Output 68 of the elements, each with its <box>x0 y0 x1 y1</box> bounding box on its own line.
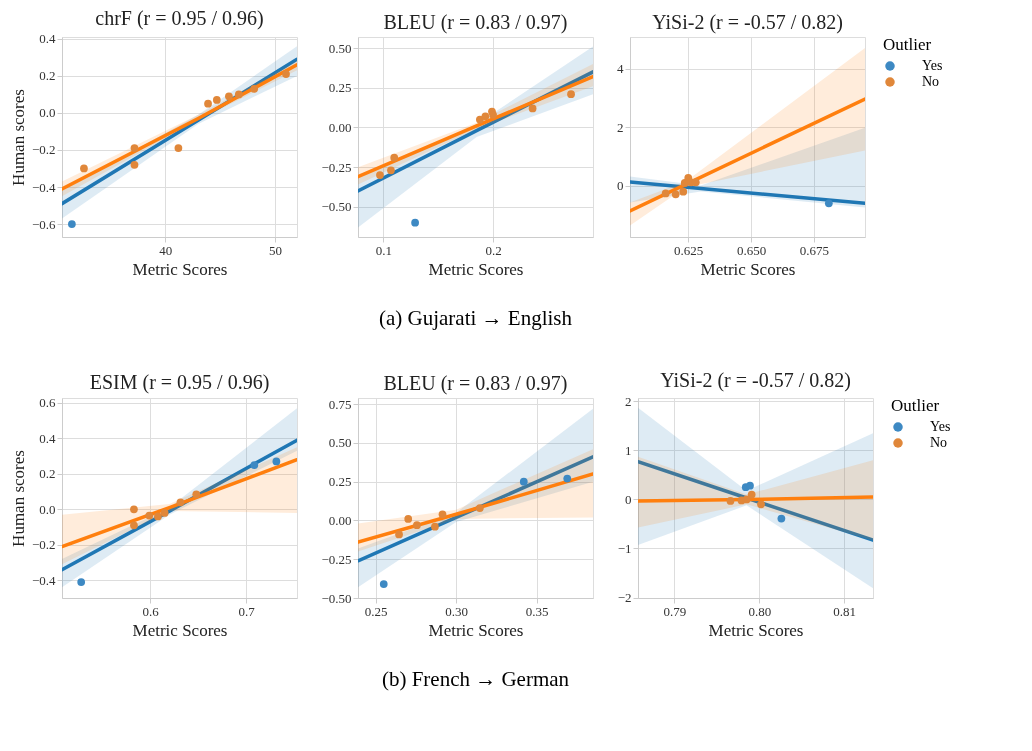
y-tick-label: 0.50 <box>328 40 352 56</box>
x-tick-label: 50 <box>269 242 283 258</box>
x-axis-title: Metric Scores <box>132 259 228 279</box>
y-tick-label: 0.75 <box>328 396 352 412</box>
y-tick-label: −0.4 <box>31 572 56 588</box>
x-tick-label: 0.625 <box>674 242 704 258</box>
y-tick-label: 1 <box>625 442 632 458</box>
chart-title: YiSi-2 (r = -0.57 / 0.82) <box>660 369 851 393</box>
y-tick-label: −0.2 <box>31 142 56 158</box>
x-tick-label: 0.30 <box>445 603 469 619</box>
y-tick-label: 0.2 <box>39 68 56 84</box>
x-tick-label: 0.7 <box>238 603 256 619</box>
y-tick-label: 0 <box>625 491 632 507</box>
y-tick-label: −0.6 <box>31 216 56 232</box>
y-tick-label: −1 <box>617 540 632 556</box>
legend-label: Yes <box>922 58 943 73</box>
x-tick-label: 40 <box>159 242 173 258</box>
y-tick-label: −0.25 <box>321 159 352 175</box>
y-tick-label: 0.25 <box>328 80 352 96</box>
x-tick-label: 0.1 <box>375 242 392 258</box>
x-tick-label: 0.81 <box>833 603 857 619</box>
y-axis-title: Human scores <box>8 450 28 547</box>
x-tick-label: 0.80 <box>748 603 772 619</box>
y-tick-label: −0.2 <box>31 537 56 553</box>
legend-title: Outlier <box>883 35 932 54</box>
y-tick-label: −2 <box>617 590 632 606</box>
x-axis-title: Metric Scores <box>700 259 796 279</box>
y-tick-label: 0.4 <box>39 430 56 446</box>
text: (b) French → German <box>381 667 570 691</box>
legend-label: No <box>930 435 948 450</box>
x-axis-title: Metric Scores <box>428 259 524 279</box>
x-tick-label: 0.79 <box>663 603 687 619</box>
chart-title: ESIM (r = 0.95 / 0.96) <box>89 370 270 394</box>
y-tick-label: 0.00 <box>328 119 352 135</box>
x-tick-label: 0.650 <box>736 242 767 258</box>
y-tick-label: 0.00 <box>328 512 352 528</box>
y-tick-label: 0.50 <box>328 435 352 451</box>
y-tick-label: −0.4 <box>31 179 56 195</box>
legend-label: Yes <box>930 419 951 434</box>
x-tick-label: 0.35 <box>525 603 549 619</box>
x-tick-label: 0.6 <box>142 603 160 619</box>
y-tick-label: −0.25 <box>321 551 352 567</box>
legend-label: No <box>922 74 940 89</box>
x-tick-label: 0.675 <box>799 242 829 258</box>
y-tick-label: 2 <box>617 119 624 135</box>
chart-title: chrF (r = 0.95 / 0.96) <box>95 6 264 30</box>
y-axis-title: Human scores <box>8 89 28 186</box>
legend-title: Outlier <box>891 396 940 415</box>
y-tick-label: 2 <box>625 393 632 409</box>
x-axis-title: Metric Scores <box>708 620 804 640</box>
y-tick-label: 0 <box>617 178 624 194</box>
x-axis-title: Metric Scores <box>428 620 524 640</box>
chart-title: YiSi-2 (r = -0.57 / 0.82) <box>652 11 843 34</box>
chart-title: BLEU (r = 0.83 / 0.97) <box>383 11 568 34</box>
y-tick-label: 0.4 <box>39 31 56 47</box>
chart-title: BLEU (r = 0.83 / 0.97) <box>383 372 568 395</box>
y-tick-label: 0.0 <box>39 501 56 517</box>
x-tick-label: 0.25 <box>364 603 388 619</box>
y-tick-label: 4 <box>617 61 624 77</box>
y-tick-label: 0.6 <box>39 395 56 411</box>
y-tick-label: 0.0 <box>39 105 56 121</box>
y-tick-label: 0.2 <box>39 466 56 482</box>
x-tick-label: 0.2 <box>485 242 502 258</box>
y-tick-label: −0.50 <box>321 199 352 215</box>
text: (a) Gujarati → English <box>378 306 573 330</box>
x-axis-title: Metric Scores <box>132 620 228 640</box>
y-tick-label: 0.25 <box>328 474 352 490</box>
y-tick-label: −0.50 <box>321 590 352 606</box>
